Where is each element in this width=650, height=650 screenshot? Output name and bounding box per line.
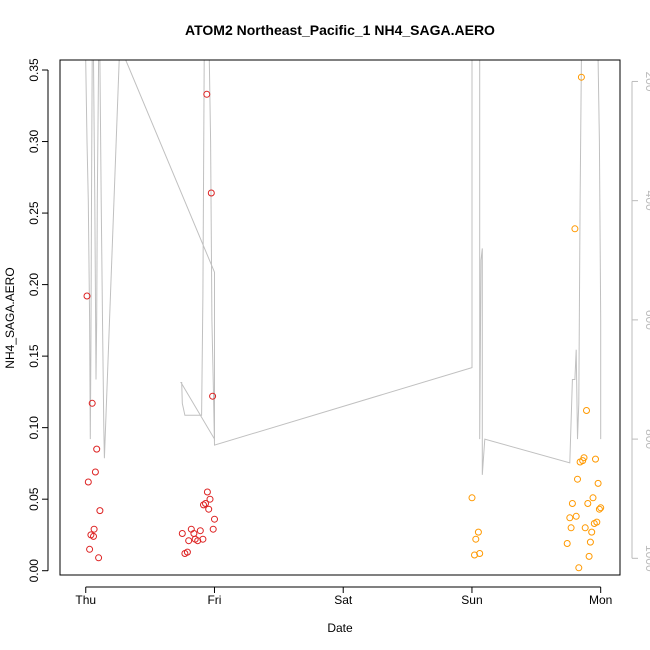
x-tick-label-1: Fri [207,593,221,607]
data-point-s0-8 [93,445,101,453]
data-point-s1-2 [472,535,480,543]
data-point-s1-19 [584,500,592,507]
data-point-s0-21 [200,501,207,509]
data-point-s0-28 [209,392,217,400]
y2-tick-label-4: 1000 [643,545,650,572]
data-point-s0-29 [209,525,217,533]
data-point-s1-9 [571,225,579,233]
data-point-s1-14 [577,73,585,81]
x-tick-label-2: Sat [334,593,353,607]
data-point-s1-11 [574,475,581,483]
x-tick-label-0: Thu [75,593,96,607]
y-tick-label-2: 0.10 [27,416,41,440]
data-point-s0-2 [86,545,94,553]
y-tick-label-3: 0.15 [27,344,41,368]
data-point-s0-30 [211,515,218,523]
data-point-s0-13 [183,548,191,556]
data-point-s1-20 [585,552,593,560]
data-point-s1-12 [575,564,583,572]
data-point-s0-1 [84,478,92,486]
data-point-s0-6 [90,525,98,533]
plot-area: 0.00 0.05 0.10 0.15 0.20 0.25 0.30 0.35 200 400 60… [27,58,650,607]
x-tick-label-4: Mon [589,593,612,607]
data-point-s1-18 [583,407,590,414]
x-tick-label-3: Sun [461,593,482,607]
data-point-s0-19 [196,527,204,535]
y-tick-label-1: 0.05 [27,487,41,511]
data-point-s1-16 [580,454,588,462]
x-axis-label: Date [327,621,353,635]
secondary-series-line [85,60,602,475]
data-point-s0-24 [203,488,211,496]
data-point-s0-4 [88,399,96,407]
data-point-s0-22 [202,500,209,507]
data-point-s1-22 [588,528,596,536]
data-point-s1-8 [568,500,576,507]
y-axis-label: NH4_SAGA.AERO [3,267,17,368]
data-point-s1-5 [563,540,571,547]
data-point-s1-25 [592,455,599,463]
data-point-s1-28 [595,505,603,513]
data-point-s0-5 [90,532,97,540]
data-point-s0-14 [185,537,193,545]
plot-frame [59,59,621,576]
data-point-s1-6 [566,514,574,522]
data-point-s1-7 [567,524,575,532]
y2-tick-label-3: 800 [643,429,650,449]
y-tick-label-6: 0.30 [27,129,41,153]
y2-tick-label-2: 600 [643,310,650,330]
data-point-s1-21 [586,538,594,546]
data-point-s0-9 [95,554,103,562]
y2-tick-label-0: 200 [643,71,650,91]
y2-tick-label-1: 400 [643,191,650,211]
chart-title: ATOM2 Northeast_Pacific_1 NH4_SAGA.AERO [185,22,495,38]
data-point-s0-26 [206,495,214,503]
data-point-s1-17 [581,524,589,532]
data-point-s1-10 [572,512,580,520]
y-tick-label-7: 0.35 [27,58,41,82]
data-point-s0-25 [205,505,213,513]
data-point-s1-0 [468,494,476,502]
y-tick-label-4: 0.20 [27,273,41,297]
y-tick-label-5: 0.25 [27,201,41,225]
data-point-s0-0 [83,292,91,300]
data-point-s1-4 [476,550,484,557]
data-point-s1-26 [593,518,601,526]
y-tick-label-0: 0.00 [27,559,41,583]
data-point-s0-23 [203,90,211,98]
data-point-s0-27 [207,189,215,197]
data-point-s1-27 [594,479,602,487]
data-point-s1-3 [474,528,482,536]
data-point-s0-7 [91,468,99,476]
data-point-s1-29 [597,504,605,512]
data-point-s0-11 [178,530,186,537]
data-point-s0-20 [199,535,207,543]
data-point-s1-23 [589,494,597,502]
data-point-s0-10 [96,507,104,515]
